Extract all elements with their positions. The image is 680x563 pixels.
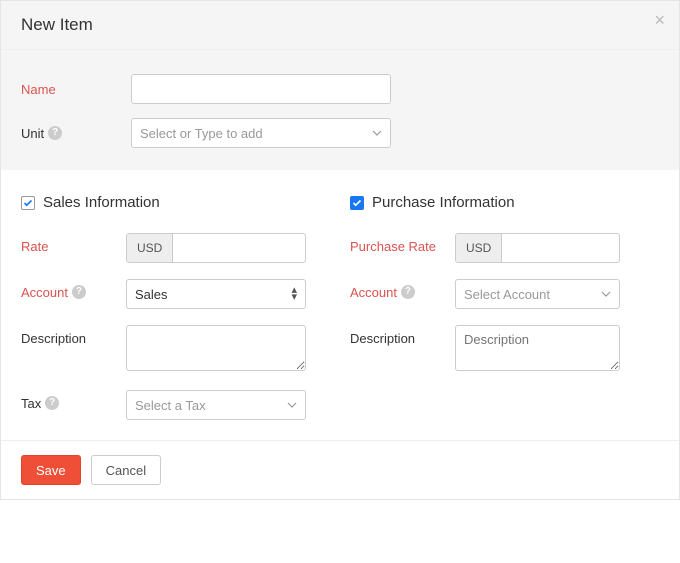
purchase-description-input[interactable] [455, 325, 620, 371]
help-icon[interactable]: ? [72, 285, 86, 299]
chevron-down-icon [287, 402, 297, 408]
sales-tax-label-text: Tax [21, 396, 41, 413]
sales-tax-label: Tax ? [21, 390, 126, 420]
sales-description-label: Description [21, 325, 126, 374]
purchase-currency-prefix: USD [456, 234, 502, 262]
purchase-account-select[interactable]: Select Account [455, 279, 620, 309]
purchase-title: Purchase Information [372, 194, 515, 211]
purchase-account-label-text: Account [350, 285, 397, 302]
updown-icon: ▴▾ [291, 287, 297, 301]
purchase-column: Purchase Information Purchase Rate USD A… [350, 194, 659, 420]
sales-rate-input[interactable] [173, 234, 305, 262]
sales-rate-label: Rate [21, 233, 126, 263]
sales-description-field: Description [21, 325, 330, 374]
purchase-checkbox[interactable] [350, 196, 364, 210]
new-item-modal: New Item × Name Unit ? Select or Type to… [0, 0, 680, 500]
unit-select-placeholder: Select or Type to add [140, 126, 263, 141]
sales-title: Sales Information [43, 194, 160, 211]
purchase-rate-field: Purchase Rate USD [350, 233, 659, 263]
chevron-down-icon [601, 291, 611, 297]
unit-select[interactable]: Select or Type to add [131, 118, 391, 148]
modal-title: New Item [21, 15, 93, 34]
sales-checkbox[interactable] [21, 196, 35, 210]
name-label: Name [21, 82, 131, 97]
sales-section-head: Sales Information [21, 194, 330, 211]
columns: Sales Information Rate USD Account ? [1, 170, 679, 440]
purchase-rate-group: USD [455, 233, 620, 263]
modal-footer: Save Cancel [1, 440, 679, 499]
sales-account-field: Account ? Sales ▴▾ [21, 279, 330, 309]
sales-account-value: Sales [135, 287, 168, 302]
sales-currency-prefix: USD [127, 234, 173, 262]
chevron-down-icon [372, 130, 382, 136]
unit-label-text: Unit [21, 126, 44, 141]
unit-label: Unit ? [21, 126, 131, 141]
purchase-rate-input[interactable] [502, 234, 619, 262]
sales-account-label: Account ? [21, 279, 126, 309]
cancel-button[interactable]: Cancel [91, 455, 161, 485]
purchase-account-placeholder: Select Account [464, 287, 550, 302]
sales-description-input[interactable] [126, 325, 306, 371]
purchase-description-label: Description [350, 325, 455, 374]
help-icon[interactable]: ? [48, 126, 62, 140]
help-icon[interactable]: ? [401, 285, 415, 299]
sales-rate-field: Rate USD [21, 233, 330, 263]
purchase-description-field: Description [350, 325, 659, 374]
top-section: Name Unit ? Select or Type to add [1, 50, 679, 170]
purchase-account-field: Account ? Select Account [350, 279, 659, 309]
save-button[interactable]: Save [21, 455, 81, 485]
sales-column: Sales Information Rate USD Account ? [21, 194, 330, 420]
modal-header: New Item × [1, 1, 679, 50]
name-row: Name [21, 74, 659, 104]
purchase-account-label: Account ? [350, 279, 455, 309]
sales-tax-placeholder: Select a Tax [135, 398, 206, 413]
sales-tax-field: Tax ? Select a Tax [21, 390, 330, 420]
unit-row: Unit ? Select or Type to add [21, 118, 659, 148]
sales-rate-group: USD [126, 233, 306, 263]
purchase-section-head: Purchase Information [350, 194, 659, 211]
close-icon[interactable]: × [654, 11, 665, 29]
sales-tax-select[interactable]: Select a Tax [126, 390, 306, 420]
sales-account-label-text: Account [21, 285, 68, 302]
sales-account-select[interactable]: Sales ▴▾ [126, 279, 306, 309]
help-icon[interactable]: ? [45, 396, 59, 410]
name-input[interactable] [131, 74, 391, 104]
purchase-rate-label: Purchase Rate [350, 233, 455, 263]
